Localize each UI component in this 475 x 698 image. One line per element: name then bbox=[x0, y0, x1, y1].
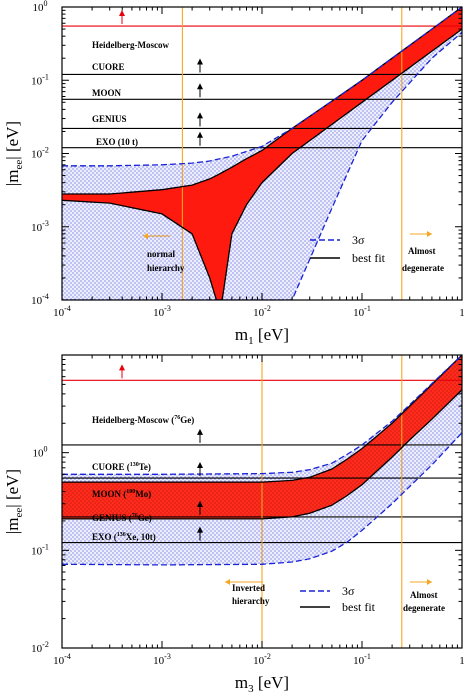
top-xtick-label-1: 10-3 bbox=[153, 304, 171, 319]
top-xtick-label-0: 10-4 bbox=[53, 304, 71, 319]
bottom-annotation-3: degenerate bbox=[403, 603, 445, 613]
top-exp-label-4: EXO (10 t) bbox=[96, 137, 138, 147]
top-exp-label-3: GENIUS bbox=[92, 114, 127, 124]
top-legend-bestfit-label: best fit bbox=[352, 251, 386, 265]
bottom-arrowhead-1 bbox=[197, 428, 203, 435]
top-annotation-0: normal bbox=[147, 249, 175, 259]
bottom-xtick-label-4: 1 bbox=[459, 655, 465, 667]
bottom-legend-3sigma-label: 3σ bbox=[342, 584, 355, 598]
top-exp-label-2: MOON bbox=[92, 88, 121, 98]
bottom-3sigma-lower-line bbox=[62, 432, 462, 566]
top-annotation-1: hierarchy bbox=[147, 263, 185, 273]
bottom-xtick-label-3: 10-1 bbox=[353, 652, 371, 667]
top-annotation-2: Almost bbox=[408, 246, 436, 256]
top-chart: Heidelberg-Moscow CUORE MOON GENIUS EXO (10 … bbox=[3, 0, 465, 347]
bottom-exp-label-0: Heidelberg-Moscow (76Ge) bbox=[92, 415, 194, 425]
top-ytick-label-4: 100 bbox=[33, 0, 48, 14]
top-arrowhead-0 bbox=[119, 10, 125, 17]
top-bestfit-lower-line bbox=[62, 28, 462, 300]
top-annotation-3: degenerate bbox=[402, 263, 444, 273]
top-exp-label-0: Heidelberg-Moscow bbox=[92, 40, 169, 50]
bottom-ytick-label-1: 10-1 bbox=[31, 542, 49, 557]
top-xtick-label-2: 10-2 bbox=[253, 304, 271, 319]
top-bestfit-upper-line bbox=[62, 7, 462, 195]
top-annotation-arrowhead-0 bbox=[143, 233, 148, 239]
bottom-annotation-1: hierarchy bbox=[232, 596, 270, 606]
bottom-xaxis-title: m3 [eV] bbox=[235, 673, 289, 695]
top-band-bestfit bbox=[62, 7, 462, 300]
bottom-chart: Heidelberg-Moscow (76Ge) CUORE (130Te) MOO… bbox=[3, 354, 465, 695]
top-exp-label-1: CUORE bbox=[92, 62, 125, 72]
bottom-yaxis-title: |mee| [eV] bbox=[3, 469, 25, 534]
top-arrowhead-4 bbox=[197, 131, 203, 138]
bottom-bestfit-upper-line bbox=[62, 355, 462, 483]
top-ytick-label-0: 10-4 bbox=[31, 292, 49, 307]
bottom-plot-area bbox=[62, 355, 462, 648]
top-ytick-label-2: 10-2 bbox=[31, 146, 49, 161]
top-yaxis-title: |mee| [eV] bbox=[3, 121, 25, 186]
bottom-exp-label-1: CUORE (130Te) bbox=[92, 462, 151, 472]
top-ytick-label-1: 10-3 bbox=[31, 219, 49, 234]
bottom-bestfit-lower-line bbox=[62, 389, 462, 520]
top-plot-area bbox=[62, 7, 462, 300]
bottom-exp-label-3: GENIUS (76Ge) bbox=[92, 513, 152, 523]
top-xaxis-title: m1 [eV] bbox=[235, 325, 289, 347]
bottom-3sigma-upper-line bbox=[62, 355, 462, 475]
bottom-annotation-arrowhead-0 bbox=[225, 579, 230, 585]
bottom-arrowhead-3 bbox=[197, 500, 203, 507]
top-arrowhead-2 bbox=[197, 83, 203, 90]
bottom-xtick-label-1: 10-3 bbox=[153, 652, 171, 667]
bottom-exp-label-2: MOON (100Mo) bbox=[92, 489, 151, 499]
bottom-legend-bestfit-label: best fit bbox=[342, 600, 376, 614]
bottom-xtick-label-0: 10-4 bbox=[53, 652, 71, 667]
bottom-ytick-label-2: 100 bbox=[33, 445, 48, 460]
top-ytick-label-3: 10-1 bbox=[31, 72, 49, 87]
bottom-exp-label-4: EXO (136Xe, 10t) bbox=[92, 532, 156, 542]
bottom-xtick-label-2: 10-2 bbox=[253, 652, 271, 667]
top-xtick-label-4: 1 bbox=[459, 307, 465, 319]
bottom-arrowhead-4 bbox=[197, 526, 203, 533]
top-3sigma-upper-line bbox=[62, 7, 462, 167]
bottom-annotation-arrowhead-2 bbox=[427, 579, 432, 585]
top-xtick-label-3: 10-1 bbox=[353, 304, 371, 319]
bottom-arrowhead-0 bbox=[119, 364, 125, 371]
top-legend-3sigma-label: 3σ bbox=[352, 233, 365, 247]
top-arrowhead-1 bbox=[197, 58, 203, 65]
top-arrowhead-3 bbox=[197, 112, 203, 119]
top-3sigma-lower-line bbox=[62, 31, 462, 300]
bottom-annotation-0: Inverted bbox=[232, 583, 265, 593]
top-annotation-arrowhead-2 bbox=[427, 231, 432, 237]
bottom-arrowhead-2 bbox=[197, 462, 203, 469]
bottom-annotation-2: Almost bbox=[410, 590, 438, 600]
bottom-ytick-label-0: 10-2 bbox=[31, 640, 49, 655]
